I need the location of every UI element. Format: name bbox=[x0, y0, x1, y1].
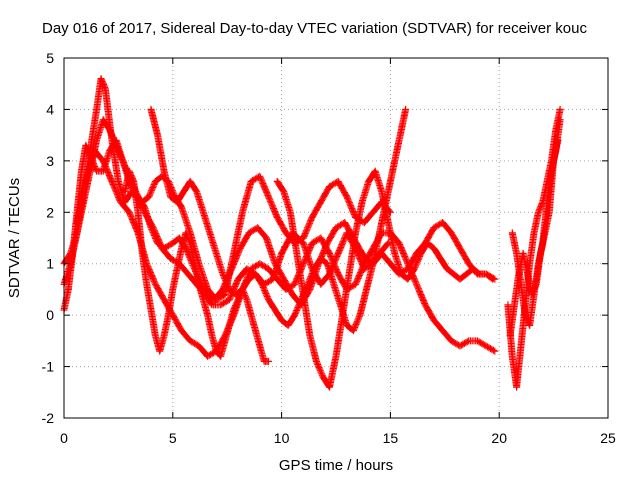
series-track-10 bbox=[508, 116, 564, 329]
x-tick-label: 15 bbox=[383, 430, 399, 446]
y-tick-label: 1 bbox=[46, 256, 54, 272]
chart-title: Day 016 of 2017, Sidereal Day-to-day VTE… bbox=[42, 20, 587, 37]
series-track-7 bbox=[273, 167, 497, 391]
data-markers bbox=[60, 75, 564, 391]
y-tick-label: 0 bbox=[46, 307, 54, 323]
y-tick-label: -1 bbox=[42, 359, 55, 375]
axis-ticks: 0 5 10 15 20 25 -2 -1 0 1 2 3 4 5 bbox=[42, 50, 616, 446]
y-tick-label: 5 bbox=[46, 50, 54, 66]
y-tick-label: 3 bbox=[46, 153, 54, 169]
y-tick-label: 4 bbox=[46, 101, 54, 117]
series-track-6 bbox=[147, 105, 410, 335]
y-axis-label: SDTVAR / TECUs bbox=[6, 178, 23, 298]
x-tick-label: 25 bbox=[600, 430, 616, 446]
x-tick-label: 20 bbox=[491, 430, 507, 446]
y-tick-label: 2 bbox=[46, 204, 54, 220]
plot-frame bbox=[63, 57, 609, 419]
series-track-5 bbox=[121, 167, 272, 365]
x-axis-label: GPS time / hours bbox=[279, 457, 393, 474]
x-tick-label: 5 bbox=[169, 430, 177, 446]
x-tick-label: 10 bbox=[274, 430, 290, 446]
y-tick-label: -2 bbox=[42, 410, 55, 426]
x-tick-label: 0 bbox=[60, 430, 68, 446]
